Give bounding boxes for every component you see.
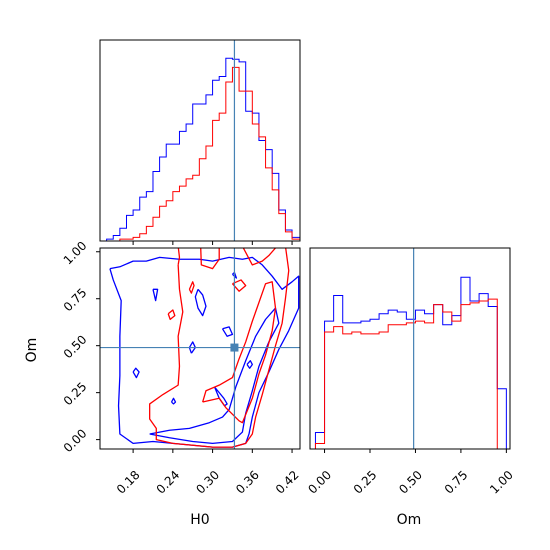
- h0-xtick-label-2: 0.30: [193, 468, 222, 497]
- contour-series-0-level-10: [246, 360, 253, 369]
- h0-om-contour-panel: 0.18 0.24 0.30 0.36 0.42 0.00 0.25 0.50 0.75 1.00: [61, 239, 302, 497]
- om-xtick-label-4: 1.00: [487, 468, 516, 497]
- h0-histogram-series-1: [100, 66, 300, 241]
- om-ytick-label-3: 0.75: [61, 285, 90, 314]
- contour-series-1-level-3: [202, 281, 277, 424]
- om-xtick-label-1: 0.25: [351, 468, 380, 497]
- om-axis-label-x: Om: [397, 512, 422, 528]
- h0-xtick-label-4: 0.42: [273, 468, 302, 497]
- contour-series-0-level-0: [109, 256, 300, 448]
- om-ytick-label-0: 0.00: [61, 426, 90, 455]
- contour-series-0-level-2: [152, 288, 159, 302]
- om-histogram-series-1: [314, 298, 507, 449]
- om-ytick-label-2: 0.50: [61, 332, 90, 361]
- contour-series-1-level-0: [177, 248, 181, 266]
- om-marginal-histogram-panel: 0.00 0.25 0.50 0.75 1.00: [305, 247, 516, 497]
- om-xtick-label-3: 0.75: [442, 468, 471, 497]
- h0-histogram-series-0: [100, 57, 300, 241]
- om-xtick-label-2: 0.50: [396, 468, 425, 497]
- h0-xtick-label-3: 0.36: [233, 468, 262, 497]
- contour-series-0-level-8: [213, 386, 228, 407]
- om-axis-label-y: Om: [24, 338, 40, 363]
- contour-series-1-level-5: [167, 309, 176, 321]
- contour-series-0-level-4: [221, 326, 234, 337]
- contour-series-1-level-2: [149, 248, 290, 448]
- truth-marker: [230, 343, 239, 352]
- h0-marginal-histogram-panel: [99, 39, 301, 245]
- contour-series-1-level-1: [200, 248, 220, 270]
- om-ytick-label-1: 0.25: [61, 379, 90, 408]
- contour-series-0-level-3: [194, 288, 207, 317]
- h0-xtick-label-1: 0.24: [154, 468, 183, 497]
- contour-series-1-level-4: [188, 281, 195, 294]
- contour-series-1-level-6: [231, 279, 247, 292]
- om-histogram-frame: [309, 247, 511, 450]
- contour-panel-frame: [99, 247, 301, 450]
- contour-series-0-level-5: [188, 341, 197, 354]
- h0-xtick-label-0: 0.18: [114, 468, 143, 497]
- h0-histogram-frame: [99, 39, 301, 242]
- contour-series-0-level-9: [170, 397, 177, 405]
- om-xtick-label-0: 0.00: [305, 468, 334, 497]
- contour-series-0-level-6: [132, 367, 140, 379]
- h0-axis-label: H0: [190, 512, 209, 528]
- om-ytick-label-4: 1.00: [61, 239, 90, 268]
- contour-series-0-level-1: [149, 307, 280, 445]
